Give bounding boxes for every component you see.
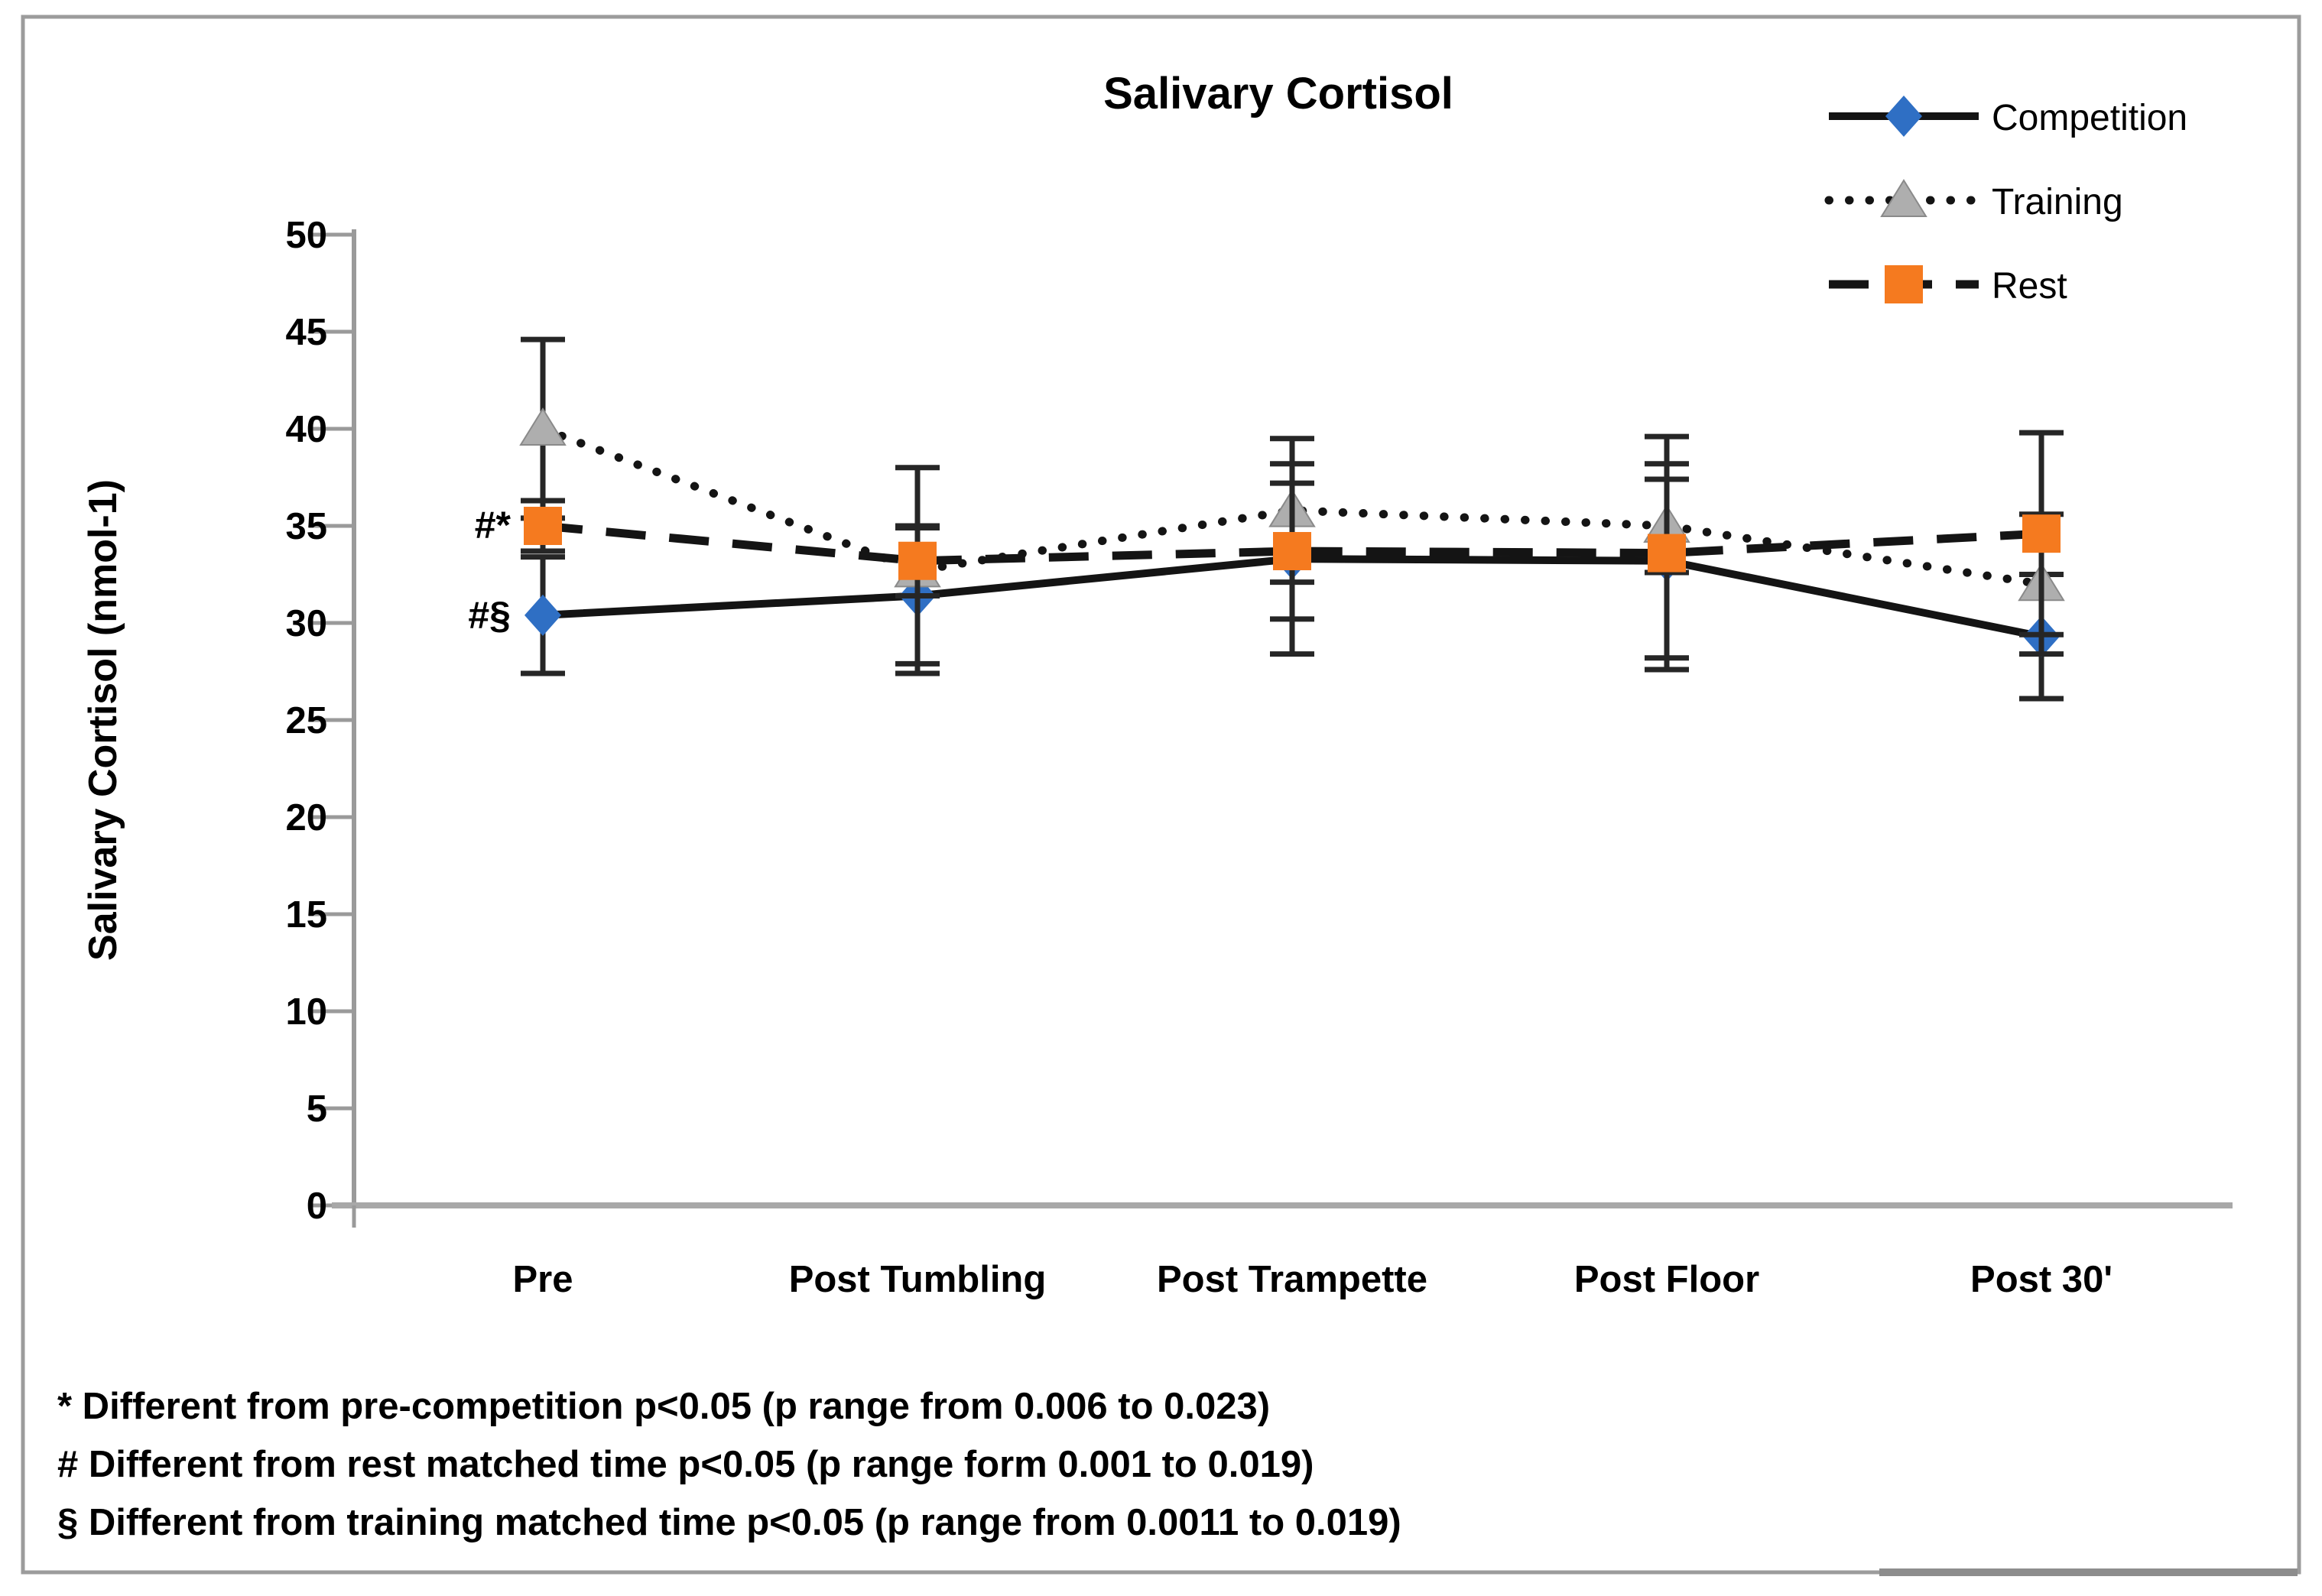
blue-diamond-marker <box>1885 96 1922 137</box>
page-title: Salivary Cortisol <box>1103 69 1453 118</box>
training-line <box>538 424 2046 589</box>
legend-label-competition: Competition <box>1992 98 2187 138</box>
series-layer <box>519 336 2065 702</box>
y-tick-label: 25 <box>285 700 327 741</box>
y-tick-label: 15 <box>285 894 327 936</box>
legend-label-training: Training <box>1992 182 2123 222</box>
y-tick-label: 30 <box>285 603 327 644</box>
xtick-post-30: Post 30' <box>1970 1259 2113 1300</box>
gray-triangle-marker <box>1880 179 1927 217</box>
y-axis-title: Salivary Cortisol (nmol-1) <box>81 479 125 961</box>
orange-square-marker <box>1885 265 1923 303</box>
y-tick-label: 10 <box>285 991 327 1033</box>
legend: Competition Training Rest <box>1824 96 2187 307</box>
square-marker <box>898 541 937 580</box>
square-marker <box>1648 534 1686 573</box>
y-tick-label: 20 <box>285 797 327 839</box>
diamond-marker <box>524 594 561 636</box>
footnotes: * Different from pre-competition p<0.05 … <box>57 1386 1401 1543</box>
legend-samples <box>1824 96 1983 303</box>
y-tick-label: 50 <box>285 215 327 256</box>
annotation-pre-competition: #§ <box>468 594 511 637</box>
series-rest <box>521 430 2064 673</box>
axes: 0 5 10 15 20 25 30 35 40 45 50 <box>285 215 2233 1228</box>
square-marker <box>524 507 562 545</box>
xtick-post-trampette: Post Trampette <box>1157 1259 1427 1300</box>
xtick-post-tumbling: Post Tumbling <box>789 1259 1047 1300</box>
x-axis-labels: Pre Post Tumbling Post Trampette Post Fl… <box>512 1259 2112 1300</box>
square-marker <box>2022 514 2061 553</box>
footnote-hash: # Different from rest matched time p<0.0… <box>57 1444 1314 1485</box>
y-tick-label: 5 <box>307 1088 327 1130</box>
y-tick-label: 0 <box>307 1186 327 1227</box>
y-tick-label: 35 <box>285 506 327 547</box>
triangle-marker <box>519 407 567 446</box>
xtick-pre: Pre <box>512 1259 573 1300</box>
footnote-section: § Different from training matched time p… <box>57 1502 1401 1543</box>
annotation-pre-rest: #* <box>475 504 511 547</box>
legend-label-rest: Rest <box>1992 266 2067 307</box>
y-tick-label: 40 <box>285 409 327 450</box>
y-tick-label: 45 <box>285 312 327 353</box>
significance-annotations: #* #§ <box>468 504 511 637</box>
xtick-post-floor: Post Floor <box>1574 1259 1759 1300</box>
square-marker <box>1273 532 1311 571</box>
footnote-asterisk: * Different from pre-competition p<0.05 … <box>57 1386 1270 1427</box>
figure-border <box>21 15 2301 1575</box>
